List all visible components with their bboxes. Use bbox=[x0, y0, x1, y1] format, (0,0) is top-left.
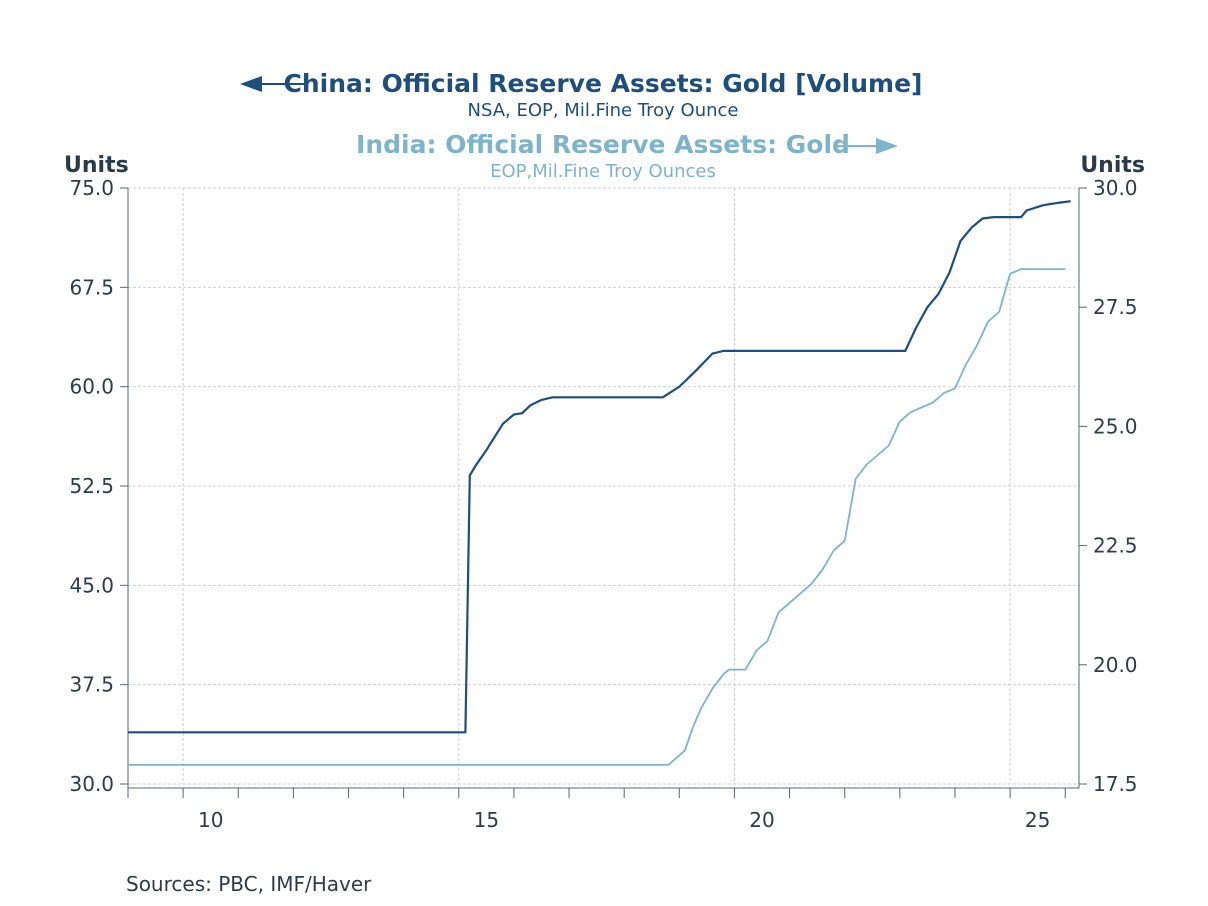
legend-china: China: Official Reserve Assets: Gold [Vo… bbox=[240, 69, 922, 121]
right-tick-label: 25.0 bbox=[1093, 414, 1138, 438]
x-tick-label: 15 bbox=[474, 808, 499, 832]
x-tick-label: 20 bbox=[749, 808, 774, 832]
grid bbox=[128, 187, 1079, 785]
source-note: Sources: PBC, IMF/Haver bbox=[126, 872, 372, 896]
right-tick-label: 17.5 bbox=[1093, 772, 1138, 796]
right-tick-label: 30.0 bbox=[1093, 176, 1138, 200]
left-tick-label: 67.5 bbox=[69, 275, 114, 299]
right-tick-label: 22.5 bbox=[1093, 534, 1138, 558]
left-tick-label: 30.0 bbox=[69, 772, 114, 796]
left-tick-label: 52.5 bbox=[69, 474, 114, 498]
india-series-title: India: Official Reserve Assets: Gold bbox=[356, 130, 850, 159]
left-tick-label: 75.0 bbox=[69, 176, 114, 200]
china-series-title: China: Official Reserve Assets: Gold [Vo… bbox=[284, 69, 923, 98]
x-tick-label: 25 bbox=[1025, 808, 1050, 832]
india-legend-arrow-head bbox=[876, 138, 898, 154]
china-series-subtitle: NSA, EOP, Mil.Fine Troy Ounce bbox=[467, 100, 738, 121]
right-tick-label: 27.5 bbox=[1093, 295, 1138, 319]
legend-india: India: Official Reserve Assets: Gold EOP… bbox=[356, 130, 898, 182]
india-gold-line bbox=[128, 268, 1066, 766]
series-lines bbox=[128, 200, 1071, 766]
china-legend-arrow-head bbox=[240, 76, 262, 92]
left-tick-label: 60.0 bbox=[69, 375, 114, 399]
right-tick-label: 20.0 bbox=[1093, 653, 1138, 677]
axes: 30.0 37.5 45.0 52.5 60.0 67.5 75.0 17.5 20.0 22.5… bbox=[69, 176, 1137, 832]
india-series-subtitle: EOP,Mil.Fine Troy Ounces bbox=[490, 161, 716, 182]
left-tick-label: 45.0 bbox=[69, 573, 114, 597]
left-axis-unit-label: Units bbox=[64, 153, 129, 178]
china-gold-line bbox=[128, 200, 1071, 734]
left-tick-label: 37.5 bbox=[69, 673, 114, 697]
x-tick-label: 10 bbox=[198, 808, 223, 832]
right-axis-unit-label: Units bbox=[1080, 153, 1145, 178]
